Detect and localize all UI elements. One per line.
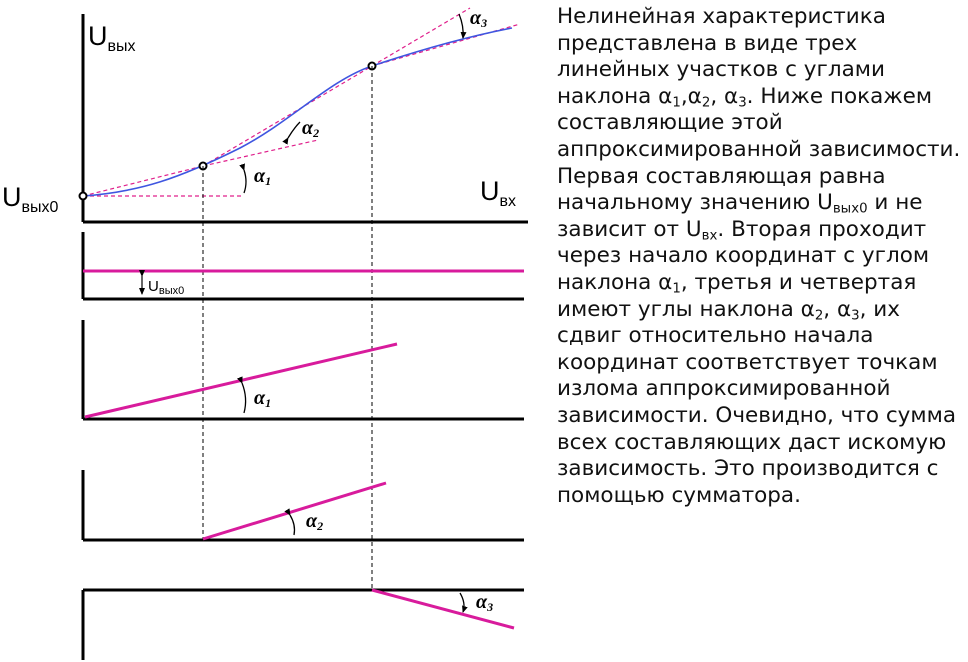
slope1-component-panel: α1 bbox=[81, 320, 524, 421]
constant-component-panel: Uвых0 bbox=[81, 232, 524, 301]
main-characteristic-panel: Uвых Uвх Uвых0 α1 α2 α3 bbox=[2, 7, 528, 224]
p3-alpha-arc bbox=[236, 376, 247, 414]
slope2-line bbox=[202, 481, 387, 541]
nonlinear-characteristic-diagram: Uвых Uвх Uвых0 α1 α2 α3 Uвых0 α1 α2 bbox=[2, 7, 528, 660]
description-text: Нелинейная характеристика представлена в… bbox=[557, 4, 961, 508]
alpha2-arc bbox=[282, 121, 301, 145]
alpha3-arc bbox=[458, 13, 467, 39]
slope2-component-panel: α2 bbox=[81, 470, 524, 542]
characteristic-curve bbox=[82, 27, 513, 197]
alpha1-label: α1 bbox=[254, 165, 271, 188]
alpha2-label: α2 bbox=[302, 117, 319, 140]
approx-segment-1-extension bbox=[202, 139, 319, 167]
u-out0-label: Uвых0 bbox=[2, 182, 59, 216]
slope1-line bbox=[84, 342, 398, 419]
approx-segment-2-extension bbox=[371, 7, 471, 67]
alpha3-label: α3 bbox=[470, 7, 487, 30]
slope3-component-panel: α3 bbox=[81, 588, 524, 660]
p4-alpha-arc bbox=[284, 508, 296, 536]
approx-segment-2 bbox=[202, 65, 373, 167]
p3-alpha-label: α1 bbox=[254, 387, 271, 410]
slope3-line bbox=[371, 588, 515, 630]
start-point bbox=[78, 191, 88, 201]
p4-alpha-label: α2 bbox=[306, 510, 323, 533]
u-out-axis-label: Uвых bbox=[88, 21, 136, 55]
p5-alpha-label: α3 bbox=[476, 591, 493, 614]
alpha1-arc bbox=[239, 163, 247, 194]
offset-label: Uвых0 bbox=[148, 278, 184, 297]
p5-alpha-arc bbox=[459, 592, 468, 613]
u-in-axis-label: Uвх bbox=[480, 176, 516, 210]
approx-segment-1 bbox=[82, 165, 204, 197]
